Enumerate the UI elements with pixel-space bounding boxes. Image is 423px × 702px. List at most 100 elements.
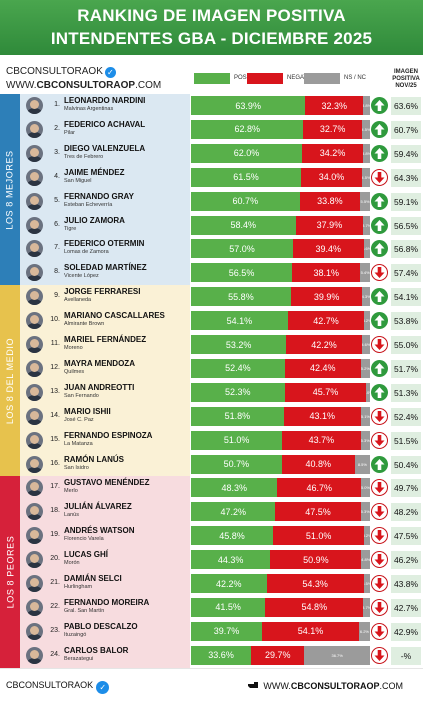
trend-up-arrow-icon [371,359,388,377]
trend-down-arrow-icon [371,622,388,640]
avatar [26,503,43,521]
municipality: Merlo [64,488,78,495]
stacked-bar: 48.3% 46.7% 5.0% [191,478,370,498]
legend-positiva-swatch [194,72,230,84]
table-row: 16. RAMÓN LANÚS San Isidro 50.7% 40.8% 8.5% 50… [0,453,423,476]
rank-number: 23. [50,626,60,634]
bar-positive: 50.7% [191,454,282,474]
trend-up-arrow-icon [371,240,388,258]
table-row: 2. FEDERICO ACHAVAL Pilar 62.8% 32.7% 4.5% 60.… [0,118,423,141]
mayor-name: JAIME MÉNDEZ [64,167,125,177]
mayor-name: FEDERICO OTERMIN [64,239,145,249]
trend-down-arrow-icon [371,646,388,664]
bar-nsnc: 3.7% [363,597,370,617]
avatar [26,575,43,592]
bar-positive: 44.3% [191,550,271,570]
bar-positive: 62.0% [191,143,302,163]
group-label: LOS 8 PEORES [0,476,20,668]
stacked-bar: 51.0% 43.7% 5.3% [191,430,370,450]
municipality: Vicente López [64,273,99,280]
mayor-name: FERNANDO ESPINOZA [64,430,153,440]
footer-website[interactable]: WWW.CBCONSULTORAOP.COM [248,680,403,691]
rank-number: 1. [54,101,60,108]
previous-month-value: 64.3% [391,168,421,187]
bar-negative: 42.4% [284,358,361,378]
mayor-name: FERNANDO GRAY [64,191,134,201]
stacked-bar: 51.8% 43.1% 5.1% [191,406,370,426]
legend-nsnc-swatch [304,72,340,84]
rank-number: 16. [50,459,60,467]
rank-number: 7. [54,244,60,252]
previous-month-value: 48.2% [391,503,421,522]
bar-nsnc: 5.4% [360,263,370,283]
previous-month-value: 42.7% [391,598,421,617]
table-row: 10. MARIANO CASCALLARES Almirante Brown 54.… [0,309,423,332]
municipality: Malvinas Argentinas [64,106,114,112]
rank-number: 5. [54,196,60,204]
mayor-name: MAYRA MENDOZA [64,358,135,368]
brand-website[interactable]: WWW.CBCONSULTORAOP.COM [6,80,162,91]
bar-positive: 58.4% [191,215,296,235]
bar-negative: 54.3% [266,574,364,593]
bar-positive: 55.8% [191,287,291,307]
title-line-1: RANKING DE IMAGEN POSITIVA [77,6,346,25]
previous-month-value: 59.4% [391,144,421,163]
rank-number: 18. [50,507,60,515]
table-row: 4. JAIME MÉNDEZ San Miguel 61.5% 34.0% 4.5% 64… [0,166,423,189]
bar-negative: 32.7% [303,119,362,139]
table-row: 21.DAMIÁN SELCIHurlingham42.2%54.3%3.5%4… [0,572,423,595]
bar-negative: 43.1% [283,406,361,426]
bar-nsnc: 4.3% [362,287,370,307]
mayor-name: GUSTAVO MENÉNDEZ [64,478,150,488]
previous-month-value: 47.5% [391,527,421,546]
table-row: 23. PABLO DESCALZO Ituzaingó 39.7% 54.1% 6.2%… [0,620,423,643]
trend-down-arrow-icon [371,575,388,592]
trend-down-arrow-icon [371,336,388,353]
rank-number: 6. [54,220,60,228]
stacked-bar: 55.8%39.9%4.3% [191,287,370,307]
trend-up-arrow-icon [371,120,388,138]
previous-month-value: 53.8% [391,312,421,331]
table-row: 15. FERNANDO ESPINOZA La Matanza 51.0% 43.7%… [0,429,423,452]
previous-month-value: 51.5% [391,431,421,450]
bar-nsnc: 4.8% [361,550,370,570]
bar-nsnc: 5.3% [360,430,370,450]
bar-positive: 41.5% [191,597,266,617]
previous-month-value: 63.6% [391,97,421,115]
bar-negative: 50.9% [270,550,362,570]
municipality: Esteban Echeverría [64,201,113,208]
legend-nsnc: NS / NC [304,72,366,84]
trend-down-arrow-icon [371,168,388,186]
mayor-name: ANDRÉS WATSON [64,526,135,536]
trend-down-arrow-icon [371,479,388,497]
bar-positive: 52.3% [191,382,285,402]
bar-nsnc: 5.0% [361,478,370,498]
bar-negative: 46.7% [277,478,362,498]
bar-nsnc: 3.5% [363,574,370,593]
mayor-name: JULIÁN ÁLVAREZ [64,502,132,512]
avatar [26,455,43,473]
bar-negative: 40.8% [281,454,355,474]
rank-number: 17. [50,483,60,491]
bar-positive: 56.5% [191,263,293,283]
municipality: Berazategui [64,655,94,662]
stacked-bar: 56.5% 38.1% 5.4% [191,263,370,283]
stacked-bar: 52.4% 42.4% 5.2% [191,358,370,378]
bar-positive: 63.9% [191,96,306,115]
verified-check-icon: ✓ [96,681,110,694]
avatar [26,431,43,449]
municipality: Avellaneda [64,297,92,304]
municipality: Almirante Brown [64,321,105,328]
rank-number: 13. [50,387,60,395]
municipality: Tigre [64,225,77,232]
bar-negative: 42.2% [286,335,362,354]
stacked-bar: 42.2%54.3%3.5% [191,574,370,593]
bar-positive: 61.5% [191,167,302,187]
title-line-2: INTENDENTES GBA - DICIEMBRE 2025 [50,29,373,48]
avatar [26,192,43,210]
bar-positive: 51.0% [191,430,283,450]
trend-down-arrow-icon [371,503,388,521]
rank-number: 2. [54,124,60,132]
municipality: Tres de Febrero [64,153,104,160]
